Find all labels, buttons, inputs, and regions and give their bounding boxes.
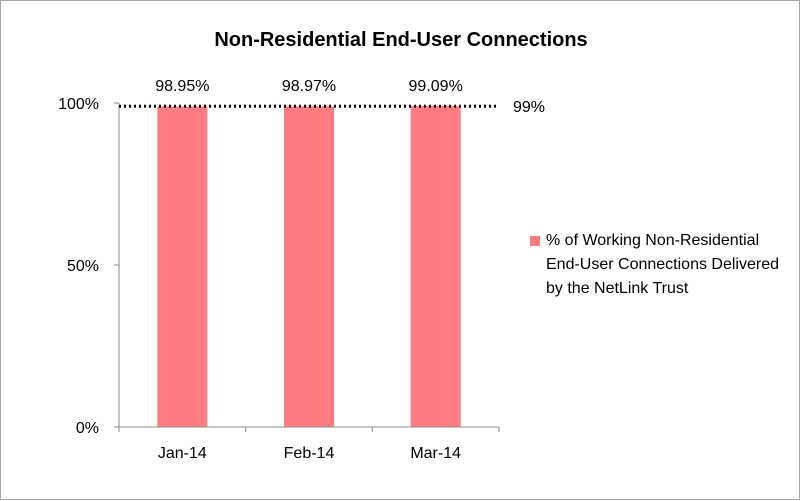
x-tick-label-jan-14: Jan-14	[158, 445, 207, 462]
y-tick-label-100: 100%	[58, 96, 99, 113]
data-label-mar-14: 99.09%	[409, 78, 463, 95]
bar-mar-14	[410, 105, 461, 428]
x-tick-label-mar-14: Mar-14	[410, 445, 461, 462]
data-label-feb-14: 98.97%	[282, 78, 336, 95]
reference-line-group: 99%	[119, 99, 545, 116]
legend-swatch	[530, 236, 540, 246]
data-label-jan-14: 98.95%	[155, 78, 209, 95]
bar-jan-14	[157, 106, 208, 427]
chart-title: Non-Residential End-User Connections	[214, 29, 588, 51]
x-tick-label-feb-14: Feb-14	[284, 445, 335, 462]
reference-line-label: 99%	[513, 99, 545, 116]
legend: % of Working Non-Residential End-User Co…	[530, 229, 785, 301]
bar-feb-14	[284, 106, 334, 428]
axes-group: Jan-14 Feb-14 Mar-14 0% 50% 100%	[58, 96, 500, 462]
y-tick-label-0: 0%	[76, 420, 99, 437]
bars-group	[157, 105, 461, 428]
legend-label: % of Working Non-Residential End-User Co…	[546, 232, 779, 297]
y-tick-label-50: 50%	[67, 258, 99, 275]
data-labels-group: 98.95% 98.97% 99.09%	[155, 78, 463, 95]
